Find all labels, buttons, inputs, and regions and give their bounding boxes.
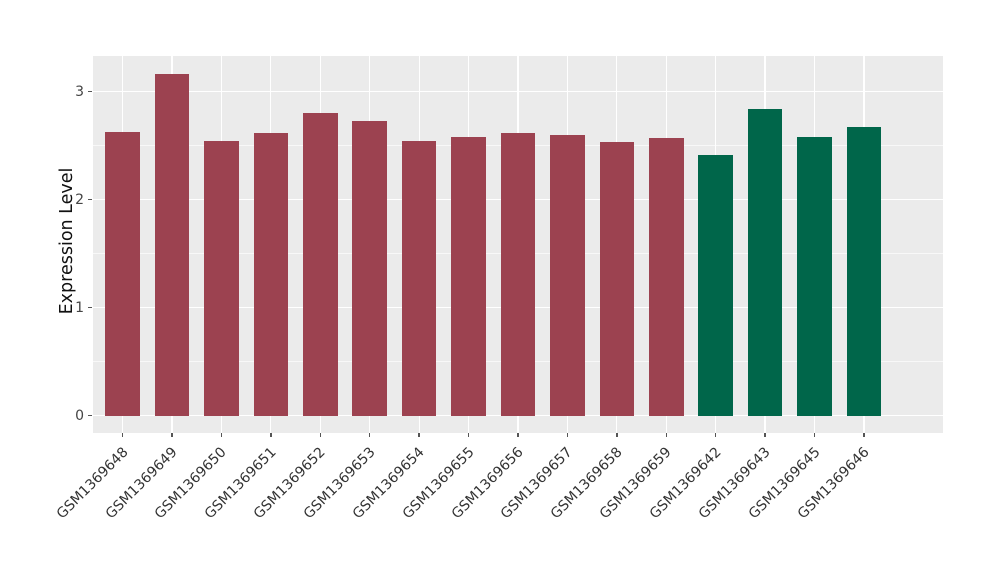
bar-GSM1369658 <box>599 142 635 416</box>
bar-GSM1369652 <box>303 113 338 416</box>
bar-GSM1369655 <box>451 137 486 416</box>
bar-GSM1369648 <box>105 131 140 416</box>
bar-GSM1369659 <box>648 138 684 416</box>
x-axis-tick <box>270 433 272 437</box>
bar-GSM1369657 <box>550 134 585 416</box>
bar-GSM1369654 <box>401 141 437 416</box>
x-axis-tick <box>714 433 717 437</box>
y-axis-tick <box>88 306 92 309</box>
x-axis-tick <box>467 433 470 437</box>
y-axis-title: Expression Level <box>57 167 77 315</box>
x-axis-tick <box>616 433 618 437</box>
x-axis-tick <box>665 433 667 437</box>
x-axis-tick <box>813 433 816 437</box>
y-tick-label: 1 <box>75 299 84 316</box>
x-axis-tick <box>171 433 173 437</box>
bar-GSM1369645 <box>797 137 832 416</box>
x-axis-tick <box>369 433 371 437</box>
x-axis-tick <box>863 433 865 437</box>
bar-GSM1369642 <box>698 155 733 416</box>
x-axis-tick <box>418 433 420 437</box>
y-axis-tick <box>88 415 92 417</box>
bar-GSM1369651 <box>253 132 289 416</box>
x-axis-tick <box>566 433 569 437</box>
y-axis-tick <box>88 90 92 93</box>
plot-panel <box>93 56 943 433</box>
y-axis-tick <box>88 198 92 201</box>
x-axis-tick <box>517 433 519 437</box>
bar-GSM1369656 <box>500 132 536 416</box>
bar-GSM1369643 <box>747 108 783 416</box>
x-axis-tick <box>764 433 766 437</box>
x-axis-tick <box>121 433 124 437</box>
y-tick-label: 2 <box>75 191 84 208</box>
bar-GSM1369646 <box>846 127 882 416</box>
x-axis-tick <box>319 433 322 437</box>
bar-GSM1369653 <box>352 120 388 416</box>
x-axis-tick <box>220 433 223 437</box>
y-tick-label: 3 <box>75 83 84 100</box>
bar-GSM1369650 <box>204 141 239 416</box>
bar-GSM1369649 <box>154 74 190 416</box>
y-tick-label: 0 <box>75 407 84 424</box>
